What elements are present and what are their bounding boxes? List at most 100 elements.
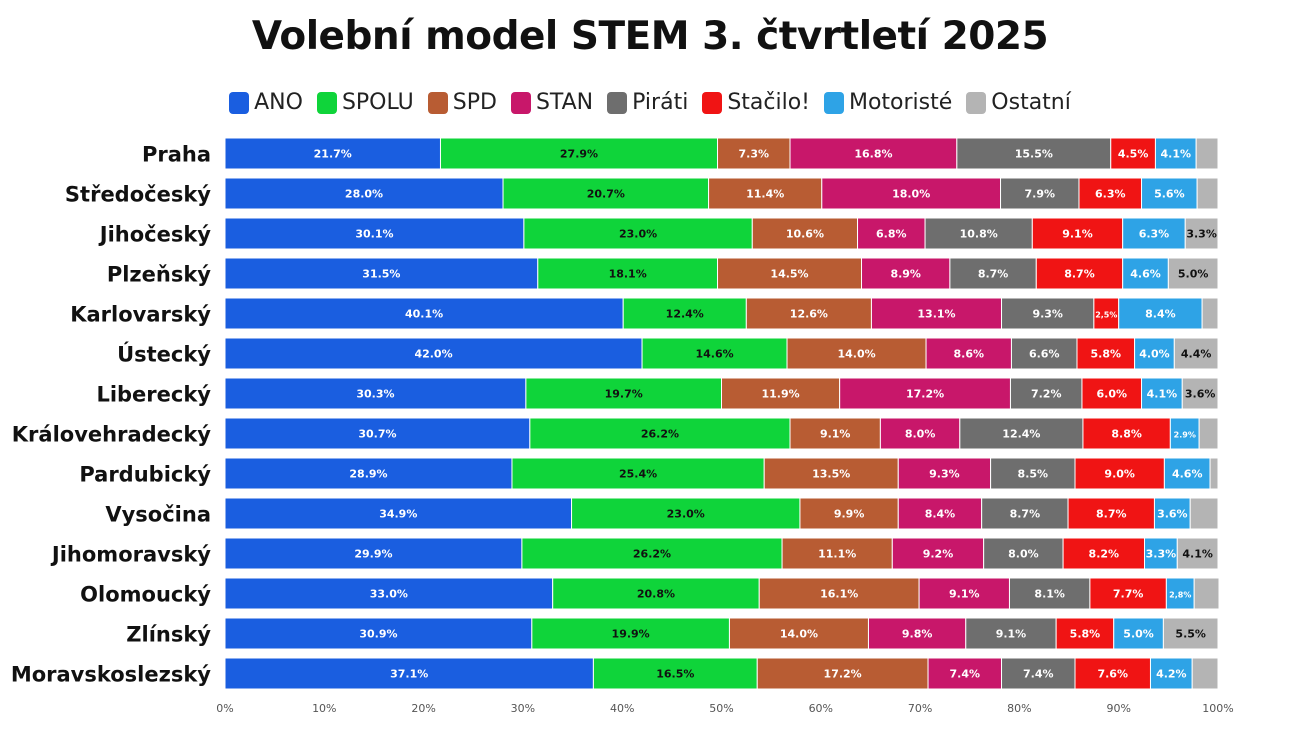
bar-segment: [781, 537, 893, 570]
legend-swatch: [702, 91, 723, 114]
data-label: 9.3%: [929, 468, 960, 481]
data-label: 8.2%: [1089, 548, 1120, 561]
bar-segment: [525, 377, 723, 410]
bar-segment: [521, 537, 783, 570]
legend-label: Stačilo!: [727, 90, 810, 115]
data-label: 21.7%: [314, 148, 352, 161]
legend-item: Piráti: [607, 90, 688, 115]
bar-segment: [1067, 497, 1155, 530]
bar-segment: [224, 177, 504, 210]
data-label: 16.8%: [854, 148, 892, 161]
bar-segment: [1113, 617, 1164, 650]
bar-segment: [1031, 217, 1124, 250]
data-label: 3.6%: [1185, 388, 1216, 401]
data-label: 11.9%: [761, 388, 799, 401]
bar-segment: [1089, 577, 1167, 610]
bar-segment: [1153, 497, 1191, 530]
data-label: 4.4%: [1181, 348, 1212, 361]
bar-segment: [927, 657, 1003, 690]
data-label: 23.0%: [667, 508, 705, 521]
data-label: 23.0%: [619, 228, 657, 241]
bar-segment: [1193, 577, 1220, 610]
bar-segment: [1181, 377, 1219, 410]
x-tick-label: 40%: [610, 702, 634, 715]
data-label: 30.1%: [355, 228, 393, 241]
bar-segment: [529, 417, 791, 450]
data-label: 3.6%: [1157, 508, 1188, 521]
data-label: 9.0%: [1104, 468, 1135, 481]
category-label: Vysočina: [105, 503, 211, 527]
legend-label: SPD: [452, 90, 497, 115]
bar-segment: [641, 337, 788, 370]
data-label: 2,5%: [1095, 311, 1117, 320]
bar-segment: [224, 497, 573, 530]
bar-segment: [990, 457, 1076, 490]
bar-segment: [1195, 137, 1219, 170]
legend-swatch: [823, 91, 844, 114]
data-label: 20.8%: [637, 588, 675, 601]
category-label: Karlovarský: [70, 303, 211, 327]
data-label: 8.8%: [1111, 428, 1142, 441]
data-label: 11.4%: [746, 188, 784, 201]
bar-segment: [1141, 377, 1183, 410]
bar-segment: [879, 417, 961, 450]
bar-segment: [571, 497, 801, 530]
data-label: 8.9%: [890, 268, 921, 281]
bar-segment: [789, 417, 881, 450]
data-label: 26.2%: [633, 548, 671, 561]
bar-segment: [1134, 337, 1175, 370]
data-label: 4.6%: [1172, 468, 1203, 481]
data-label: 5.8%: [1091, 348, 1122, 361]
bar-segment: [1078, 177, 1143, 210]
bar-segment: [870, 297, 1003, 330]
data-label: 8.7%: [1096, 508, 1127, 521]
data-label: 6.8%: [876, 228, 907, 241]
bar-segment: [867, 617, 967, 650]
data-label: 14.0%: [837, 348, 875, 361]
bar-segment: [924, 217, 1033, 250]
bar-segment: [1176, 537, 1219, 570]
data-label: 19.7%: [605, 388, 643, 401]
data-label: 9.1%: [949, 588, 980, 601]
data-label: 42.0%: [414, 348, 452, 361]
legend-item: SPOLU: [316, 90, 414, 115]
bar-segment: [1167, 257, 1219, 290]
legend-swatch: [510, 91, 531, 114]
x-tick-label: 100%: [1202, 702, 1233, 715]
bar-segment: [861, 257, 951, 290]
bar-segment: [224, 537, 523, 570]
chart-legend: ANO SPOLU SPD STAN Piráti Stačilo! Motoristé Os…: [0, 90, 1300, 115]
legend-label: ANO: [254, 90, 303, 115]
legend-item: STAN: [510, 90, 593, 115]
bar-segment: [708, 177, 823, 210]
data-label: 3.3%: [1146, 548, 1177, 561]
data-label: 3.3%: [1186, 228, 1217, 241]
bar-segment: [763, 457, 899, 490]
legend-swatch: [966, 91, 987, 114]
category-label: Olomoucký: [80, 583, 211, 607]
data-label: 7.4%: [950, 668, 981, 681]
data-label: 14.6%: [695, 348, 733, 361]
bar-segment: [502, 177, 710, 210]
data-label: 26.2%: [641, 428, 679, 441]
data-label: 8.0%: [1008, 548, 1039, 561]
data-label: 4.6%: [1130, 268, 1161, 281]
legend-swatch: [316, 91, 337, 114]
bar-segment: [224, 137, 441, 170]
bar-segment: [786, 337, 927, 370]
data-label: 34.9%: [379, 508, 417, 521]
bar-segment: [981, 497, 1069, 530]
data-label: 5.0%: [1178, 268, 1209, 281]
data-label: 13.5%: [812, 468, 850, 481]
x-tick-label: 90%: [1106, 702, 1130, 715]
legend-label: Ostatní: [991, 90, 1071, 115]
data-label: 8.0%: [905, 428, 936, 441]
bar-segment: [224, 377, 527, 410]
data-label: 6.3%: [1139, 228, 1170, 241]
bar-segment: [965, 617, 1057, 650]
data-label: 5.5%: [1175, 628, 1206, 641]
bar-segment: [1001, 657, 1076, 690]
bar-segment: [224, 657, 594, 690]
data-label: 15.5%: [1015, 148, 1053, 161]
bar-segment: [1081, 377, 1143, 410]
